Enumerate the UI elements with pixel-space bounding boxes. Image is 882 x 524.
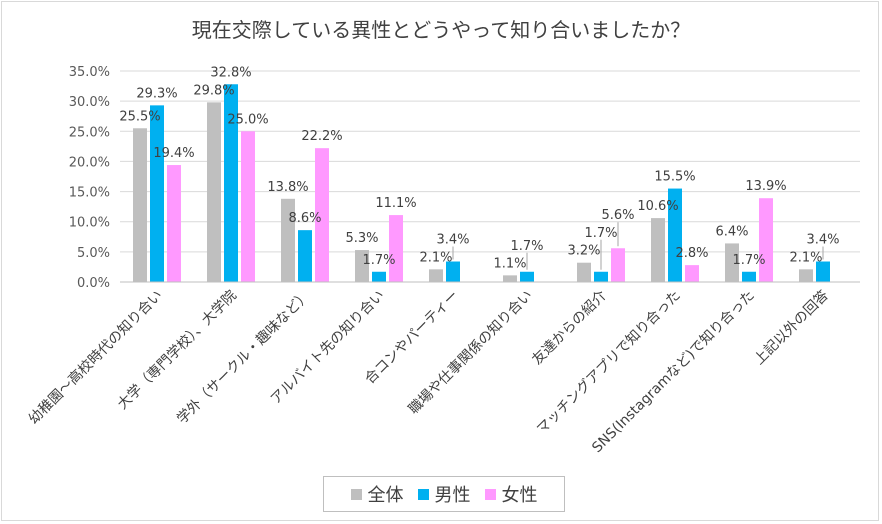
legend-label: 全体 xyxy=(367,485,404,506)
bar xyxy=(799,269,813,282)
data-label: 1.7% xyxy=(584,226,617,241)
data-label: 3.2% xyxy=(567,244,600,259)
legend-item-female: 女性 xyxy=(484,481,538,507)
bar xyxy=(389,215,403,282)
x-tick-label: 職場や仕事関係の知り合い xyxy=(405,287,536,418)
bar xyxy=(224,84,238,283)
bar xyxy=(503,275,517,282)
bar xyxy=(611,248,625,282)
bar xyxy=(725,243,739,282)
data-label: 25.5% xyxy=(119,109,160,124)
bar xyxy=(742,271,756,282)
bar xyxy=(167,165,181,282)
x-tick-label: 学外（サークル・趣味など） xyxy=(174,288,314,428)
data-label: 13.9% xyxy=(745,179,786,194)
bar xyxy=(651,218,665,282)
x-tick-label: 大学（専門学校）、大学院 xyxy=(114,287,240,413)
x-tick-label: SNS(Instagramなど)で知り合った xyxy=(589,287,758,456)
data-label: 25.0% xyxy=(227,112,268,127)
x-tick-label: 上記以外の回答 xyxy=(751,287,832,368)
y-tick-label: 0.0% xyxy=(77,276,110,291)
data-label: 8.6% xyxy=(288,211,321,226)
bar xyxy=(429,269,443,282)
data-label: 3.4% xyxy=(436,233,469,248)
bar xyxy=(577,262,591,282)
y-tick-label: 30.0% xyxy=(69,95,110,110)
data-label: 1.7% xyxy=(362,253,395,268)
data-label: 15.5% xyxy=(654,170,695,185)
bar xyxy=(281,198,295,282)
bar xyxy=(446,261,460,282)
data-label: 2.1% xyxy=(789,250,822,265)
data-label: 13.8% xyxy=(267,180,308,195)
data-label: 2.1% xyxy=(419,250,452,265)
x-tick-label: マッチングアプリで知り合った xyxy=(533,287,684,438)
chart-title: 現在交際している異性とどうやって知り合いましたか？ xyxy=(191,18,691,42)
bar xyxy=(668,188,682,282)
legend-item-all: 全体 xyxy=(350,481,404,507)
bar xyxy=(816,261,830,282)
legend: 全体 男性 女性 xyxy=(323,476,565,512)
data-label: 3.4% xyxy=(806,233,839,248)
y-tick-label: 25.0% xyxy=(69,125,110,140)
y-tick-label: 10.0% xyxy=(69,216,110,231)
legend-label: 女性 xyxy=(501,485,538,506)
bar xyxy=(685,265,699,282)
legend-swatch xyxy=(350,488,362,500)
legend-swatch xyxy=(417,488,429,500)
data-label: 1.7% xyxy=(732,253,765,268)
y-tick-label: 15.0% xyxy=(69,186,110,201)
data-label: 5.6% xyxy=(601,208,634,223)
legend-swatch xyxy=(484,488,496,500)
data-label: 6.4% xyxy=(715,224,748,239)
x-tick-label: 友達からの紹介 xyxy=(529,288,610,369)
x-tick-label: 幼稚園～高校時代の知り合い xyxy=(25,287,166,428)
data-label: 5.3% xyxy=(345,231,378,246)
bar xyxy=(315,148,329,282)
bar xyxy=(298,230,312,282)
data-label: 1.1% xyxy=(493,256,526,271)
data-label: 19.4% xyxy=(153,146,194,161)
data-label: 29.3% xyxy=(136,86,177,101)
data-label: 32.8% xyxy=(210,65,251,80)
bar xyxy=(520,271,534,282)
bar xyxy=(150,105,164,282)
data-label: 10.6% xyxy=(637,199,678,214)
bar xyxy=(594,271,608,282)
data-label: 22.2% xyxy=(301,129,342,144)
bar xyxy=(207,102,221,282)
y-tick-label: 35.0% xyxy=(69,65,110,80)
data-label: 29.8% xyxy=(193,83,234,98)
y-tick-label: 20.0% xyxy=(69,155,110,170)
bar xyxy=(372,271,386,282)
bar xyxy=(133,128,147,282)
data-label: 11.1% xyxy=(375,196,416,211)
data-label: 1.7% xyxy=(510,239,543,254)
bar xyxy=(355,250,369,282)
y-tick-label: 5.0% xyxy=(77,246,110,261)
legend-label: 男性 xyxy=(434,485,471,506)
legend-item-male: 男性 xyxy=(417,481,471,507)
bar xyxy=(759,198,773,282)
bar xyxy=(241,131,255,282)
data-label: 2.8% xyxy=(675,246,708,261)
